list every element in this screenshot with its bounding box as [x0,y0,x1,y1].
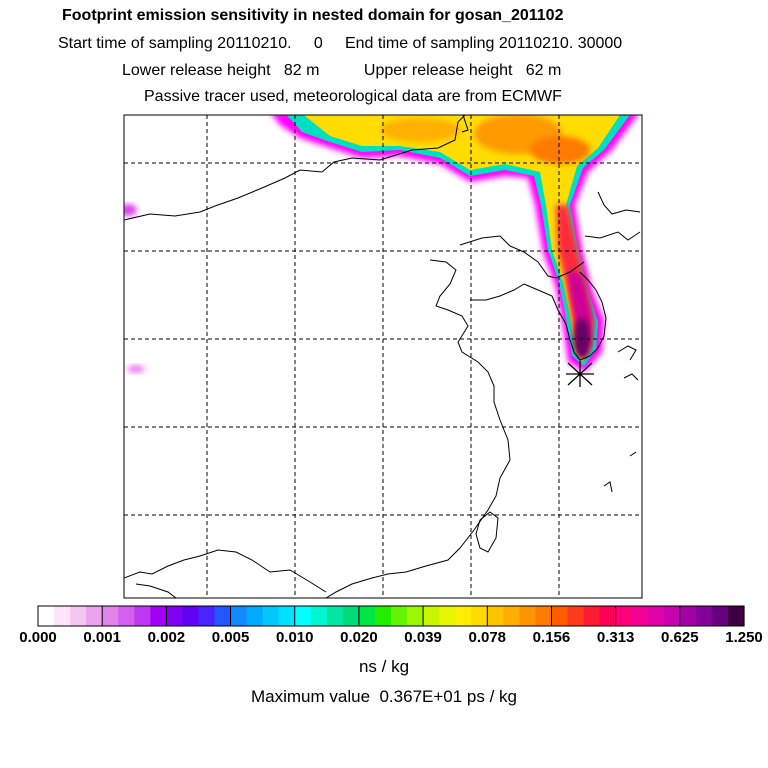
colorbar-tick-label: 0.313 [596,629,635,646]
footprint-plume [124,115,638,373]
colorbar-cell [54,606,71,626]
colorbar-cell [551,606,569,626]
colorbar-cell [374,606,392,626]
colorbar-cell [102,606,119,626]
plume-max-core [574,318,590,358]
colorbar-tick-label: 0.000 [19,629,57,646]
border-line [461,115,469,133]
maximum-value-label: Maximum value 0.367E+01 ps / kg [251,687,517,706]
release-height-line: Lower release height 82 m Upper release … [122,62,562,79]
coastline [629,451,637,457]
colorbar-tick-label: 1.250 [725,629,763,646]
colorbar-cell [407,606,424,626]
plume-isolated-blob [127,365,145,373]
colorbar-tick-label: 0.039 [404,629,442,646]
colorbar-cell [358,606,376,626]
colorbar-cell [246,606,264,626]
colorbar-cell [423,606,440,626]
colorbar-cell [583,606,601,626]
colorbar-cell [86,606,103,626]
coastlines [124,115,641,598]
plume-yellow-band [303,115,620,362]
colorbar-cell [727,606,745,626]
colorbar-cell [599,606,617,626]
colorbar-cell [663,606,681,626]
colorbar-cell [503,606,520,626]
colorbar-tick-marks [101,606,681,626]
colorbar-cell [182,606,200,626]
colorbar-cell [679,606,697,626]
colorbar [37,605,745,627]
colorbar-tick-label: 0.005 [211,629,250,646]
colorbar-cell [567,606,585,626]
colorbar-cell [455,606,472,626]
plume-isolated-blob [124,204,137,216]
colorbar-tick-label: 0.625 [661,629,699,646]
colorbar-cell [487,606,504,626]
colorbar-tick-label: 0.010 [275,629,314,646]
colorbar-cell [198,606,216,626]
colorbar-cell [615,606,633,626]
colorbar-cell [70,606,87,626]
coastline [470,283,525,301]
plume-orange-core [380,118,460,142]
tracer-info-line: Passive tracer used, meteorological data… [144,88,562,105]
colorbar-cell [310,606,328,626]
border-line [124,115,466,221]
colorbar-cell [535,606,553,626]
colorbar-tick-label: 0.078 [468,629,507,646]
sampling-time-line: Start time of sampling 20110210. 0 End t… [58,35,623,52]
border-line [597,191,641,215]
border-line [459,235,585,279]
colorbar-cell [166,606,184,626]
colorbar-tick-label: 0.156 [532,629,571,646]
coastline [523,271,607,361]
colorbar-cell [647,606,665,626]
colorbar-tick-label: 0.001 [83,629,121,646]
colorbar-cells [38,606,745,626]
colorbar-cell [519,606,537,626]
colorbar-cell [342,606,360,626]
colorbar-cell [214,606,232,626]
receptor-marker-icon [566,361,594,387]
colorbar-cell [262,606,280,626]
lat-lon-grid [124,115,642,598]
colorbar-tick-label: 0.002 [147,629,186,646]
colorbar-cell [230,606,248,626]
colorbar-cell [294,606,312,626]
colorbar-cell [278,606,296,626]
coastline [325,259,511,598]
colorbar-units: ns / kg [358,657,410,676]
colorbar-cell [631,606,649,626]
coastline [603,481,613,493]
coastline [124,549,327,593]
colorbar-cell [150,606,167,626]
coastline [475,511,499,553]
colorbar-cell [711,606,729,626]
border-line [584,231,641,241]
colorbar-frame [37,605,745,627]
colorbar-cell [326,606,344,626]
map-frame [123,114,643,599]
colorbar-cell [439,606,456,626]
coastline [617,345,637,361]
colorbar-cell [118,606,135,626]
colorbar-cell [134,606,151,626]
coastline [623,373,639,381]
colorbar-cell [695,606,713,626]
plume-orange-core [530,136,590,164]
colorbar-cell [38,606,55,626]
map-title: Footprint emission sensitivity in nested… [62,7,564,24]
colorbar-cell [391,606,408,626]
coastline [135,583,177,598]
colorbar-tick-label: 0.020 [340,629,378,646]
colorbar-cell [471,606,488,626]
